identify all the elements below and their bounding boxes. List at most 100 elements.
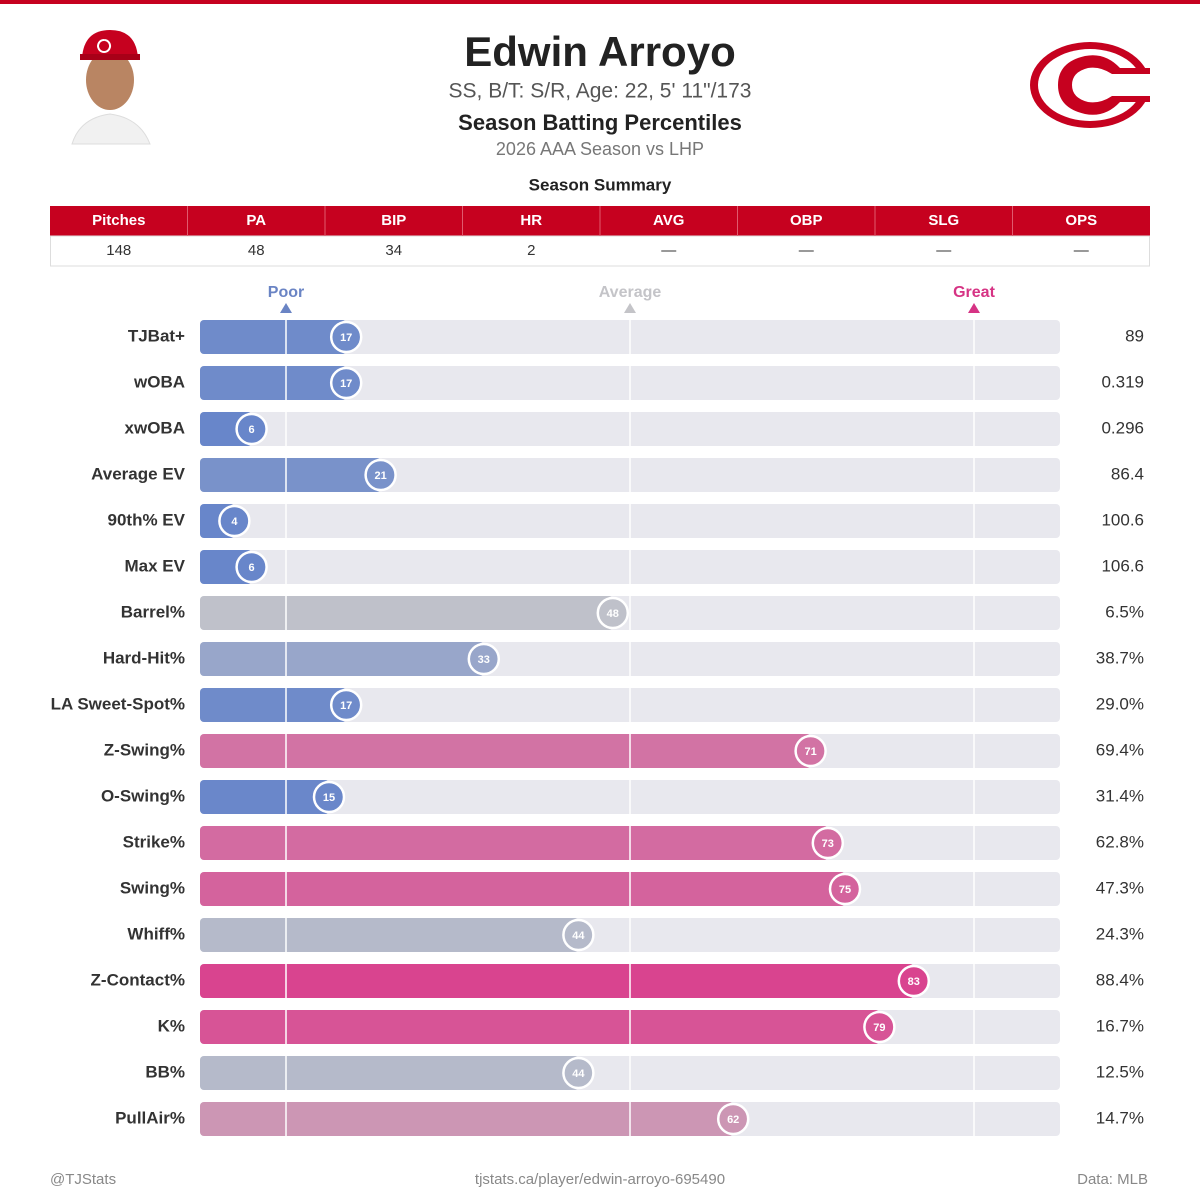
percentile-label: 21: [374, 470, 386, 482]
scale-marker: [968, 303, 980, 313]
percentile-dot: [218, 504, 251, 538]
stat-value: 69.4%: [1096, 740, 1144, 759]
table-row-bg: [50, 235, 1150, 267]
table-cell: —: [661, 242, 676, 259]
scale-marker: [280, 303, 292, 313]
bar: [200, 642, 484, 676]
percentile-dot: [312, 780, 346, 814]
percentile-label: 17: [340, 378, 352, 390]
metric-label: 90th% EV: [108, 510, 186, 529]
player-bio: SS, B/T: S/R, Age: 22, 5' 11"/173: [449, 80, 752, 103]
bar: [200, 734, 811, 768]
percentile-label: 15: [323, 792, 335, 804]
percentile-dot: [562, 918, 595, 952]
metric-label: Barrel%: [121, 602, 185, 621]
stat-value: 100.6: [1101, 510, 1144, 529]
stat-value: 12.5%: [1096, 1062, 1144, 1081]
bar: [200, 964, 914, 998]
chart-title: Season Batting Percentiles: [458, 110, 742, 135]
percentile-dot: [863, 1010, 896, 1044]
metric-label: xwOBA: [125, 418, 185, 437]
bar: [200, 1056, 579, 1090]
percentile-label: 6: [249, 562, 255, 574]
percentile-label: 44: [572, 1068, 585, 1080]
metric-label: Z-Contact%: [91, 970, 185, 989]
scale-label: Average: [599, 284, 662, 301]
metric-label: TJBat+: [128, 326, 185, 345]
stat-value: 29.0%: [1096, 694, 1144, 713]
metric-label: wOBA: [133, 372, 185, 391]
percentile-dot: [596, 596, 630, 630]
percentile-dot: [811, 826, 845, 860]
percentile-dot: [329, 320, 363, 354]
table-header: SLG: [928, 212, 959, 229]
player-photo: [50, 28, 170, 145]
summary-table: Pitches 148 PA 48 BIP 34 HR 2 AVG — OBP — SLG — OPS —: [50, 206, 1150, 267]
percentile-dot: [329, 688, 363, 722]
stat-value: 0.296: [1101, 418, 1144, 437]
table-cell: —: [799, 242, 814, 259]
percentile-dot: [794, 734, 827, 768]
bar: [200, 688, 347, 722]
stat-value: 62.8%: [1096, 832, 1144, 851]
bar: [200, 596, 613, 630]
bar: [200, 780, 329, 814]
percentile-dot: [364, 458, 397, 492]
percentile-dot: [235, 550, 268, 584]
metric-label: Average EV: [91, 464, 186, 483]
scale-marker: [624, 303, 636, 313]
table-cell: —: [1074, 242, 1089, 259]
stat-value: 0.319: [1101, 372, 1144, 391]
percentile-chart: Poor Average Great TJBat+ 17 89 wOBA 17 0.319 xwO…: [51, 284, 1144, 1136]
table-cell: 48: [248, 242, 265, 259]
percentile-label: 17: [340, 700, 352, 712]
metric-label: O-Swing%: [101, 786, 185, 805]
stat-value: 6.5%: [1105, 602, 1144, 621]
percentile-label: 17: [340, 332, 352, 344]
percentile-label: 75: [839, 884, 851, 896]
stat-value: 86.4: [1111, 464, 1144, 483]
stat-value: 89: [1125, 326, 1144, 345]
metric-label: Strike%: [123, 832, 185, 851]
table-cell: —: [936, 242, 951, 259]
percentile-label: 4: [231, 516, 238, 528]
percentile-dot: [562, 1056, 595, 1090]
chart-subtitle: 2026 AAA Season vs LHP: [496, 139, 704, 159]
bar: [200, 872, 845, 906]
table-header: PA: [246, 212, 266, 229]
table-cell: 34: [385, 242, 402, 259]
metric-label: Whiff%: [127, 924, 185, 943]
footer-left: @TJStats: [50, 1171, 116, 1188]
footer-right: Data: MLB: [1077, 1171, 1148, 1188]
percentile-label: 79: [873, 1022, 885, 1034]
metric-label: PullAir%: [115, 1108, 185, 1127]
percentile-dot: [897, 964, 931, 998]
bar: [200, 826, 828, 860]
scale-label: Great: [953, 284, 995, 301]
percentile-dot: [716, 1102, 750, 1136]
team-logo: [1030, 42, 1150, 128]
table-header: OBP: [790, 212, 823, 229]
percentile-label: 73: [822, 838, 834, 850]
percentile-label: 71: [804, 746, 816, 758]
scale-label: Poor: [268, 284, 304, 301]
stat-value: 88.4%: [1096, 970, 1144, 989]
percentile-label: 6: [249, 424, 255, 436]
stat-value: 16.7%: [1096, 1016, 1144, 1035]
percentile-label: 44: [572, 930, 585, 942]
stat-value: 24.3%: [1096, 924, 1144, 943]
bar: [200, 1010, 880, 1044]
stat-value: 31.4%: [1096, 786, 1144, 805]
bar: [200, 918, 579, 952]
percentile-label: 48: [607, 608, 619, 620]
table-header: AVG: [653, 212, 684, 229]
stat-value: 47.3%: [1096, 878, 1144, 897]
metric-label: BB%: [145, 1062, 185, 1081]
metric-label: LA Sweet-Spot%: [51, 694, 185, 713]
percentile-dot: [467, 642, 501, 676]
table-header: Pitches: [92, 212, 145, 229]
metric-label: Swing%: [120, 878, 185, 897]
stat-value: 14.7%: [1096, 1108, 1144, 1127]
stat-value: 38.7%: [1096, 648, 1144, 667]
